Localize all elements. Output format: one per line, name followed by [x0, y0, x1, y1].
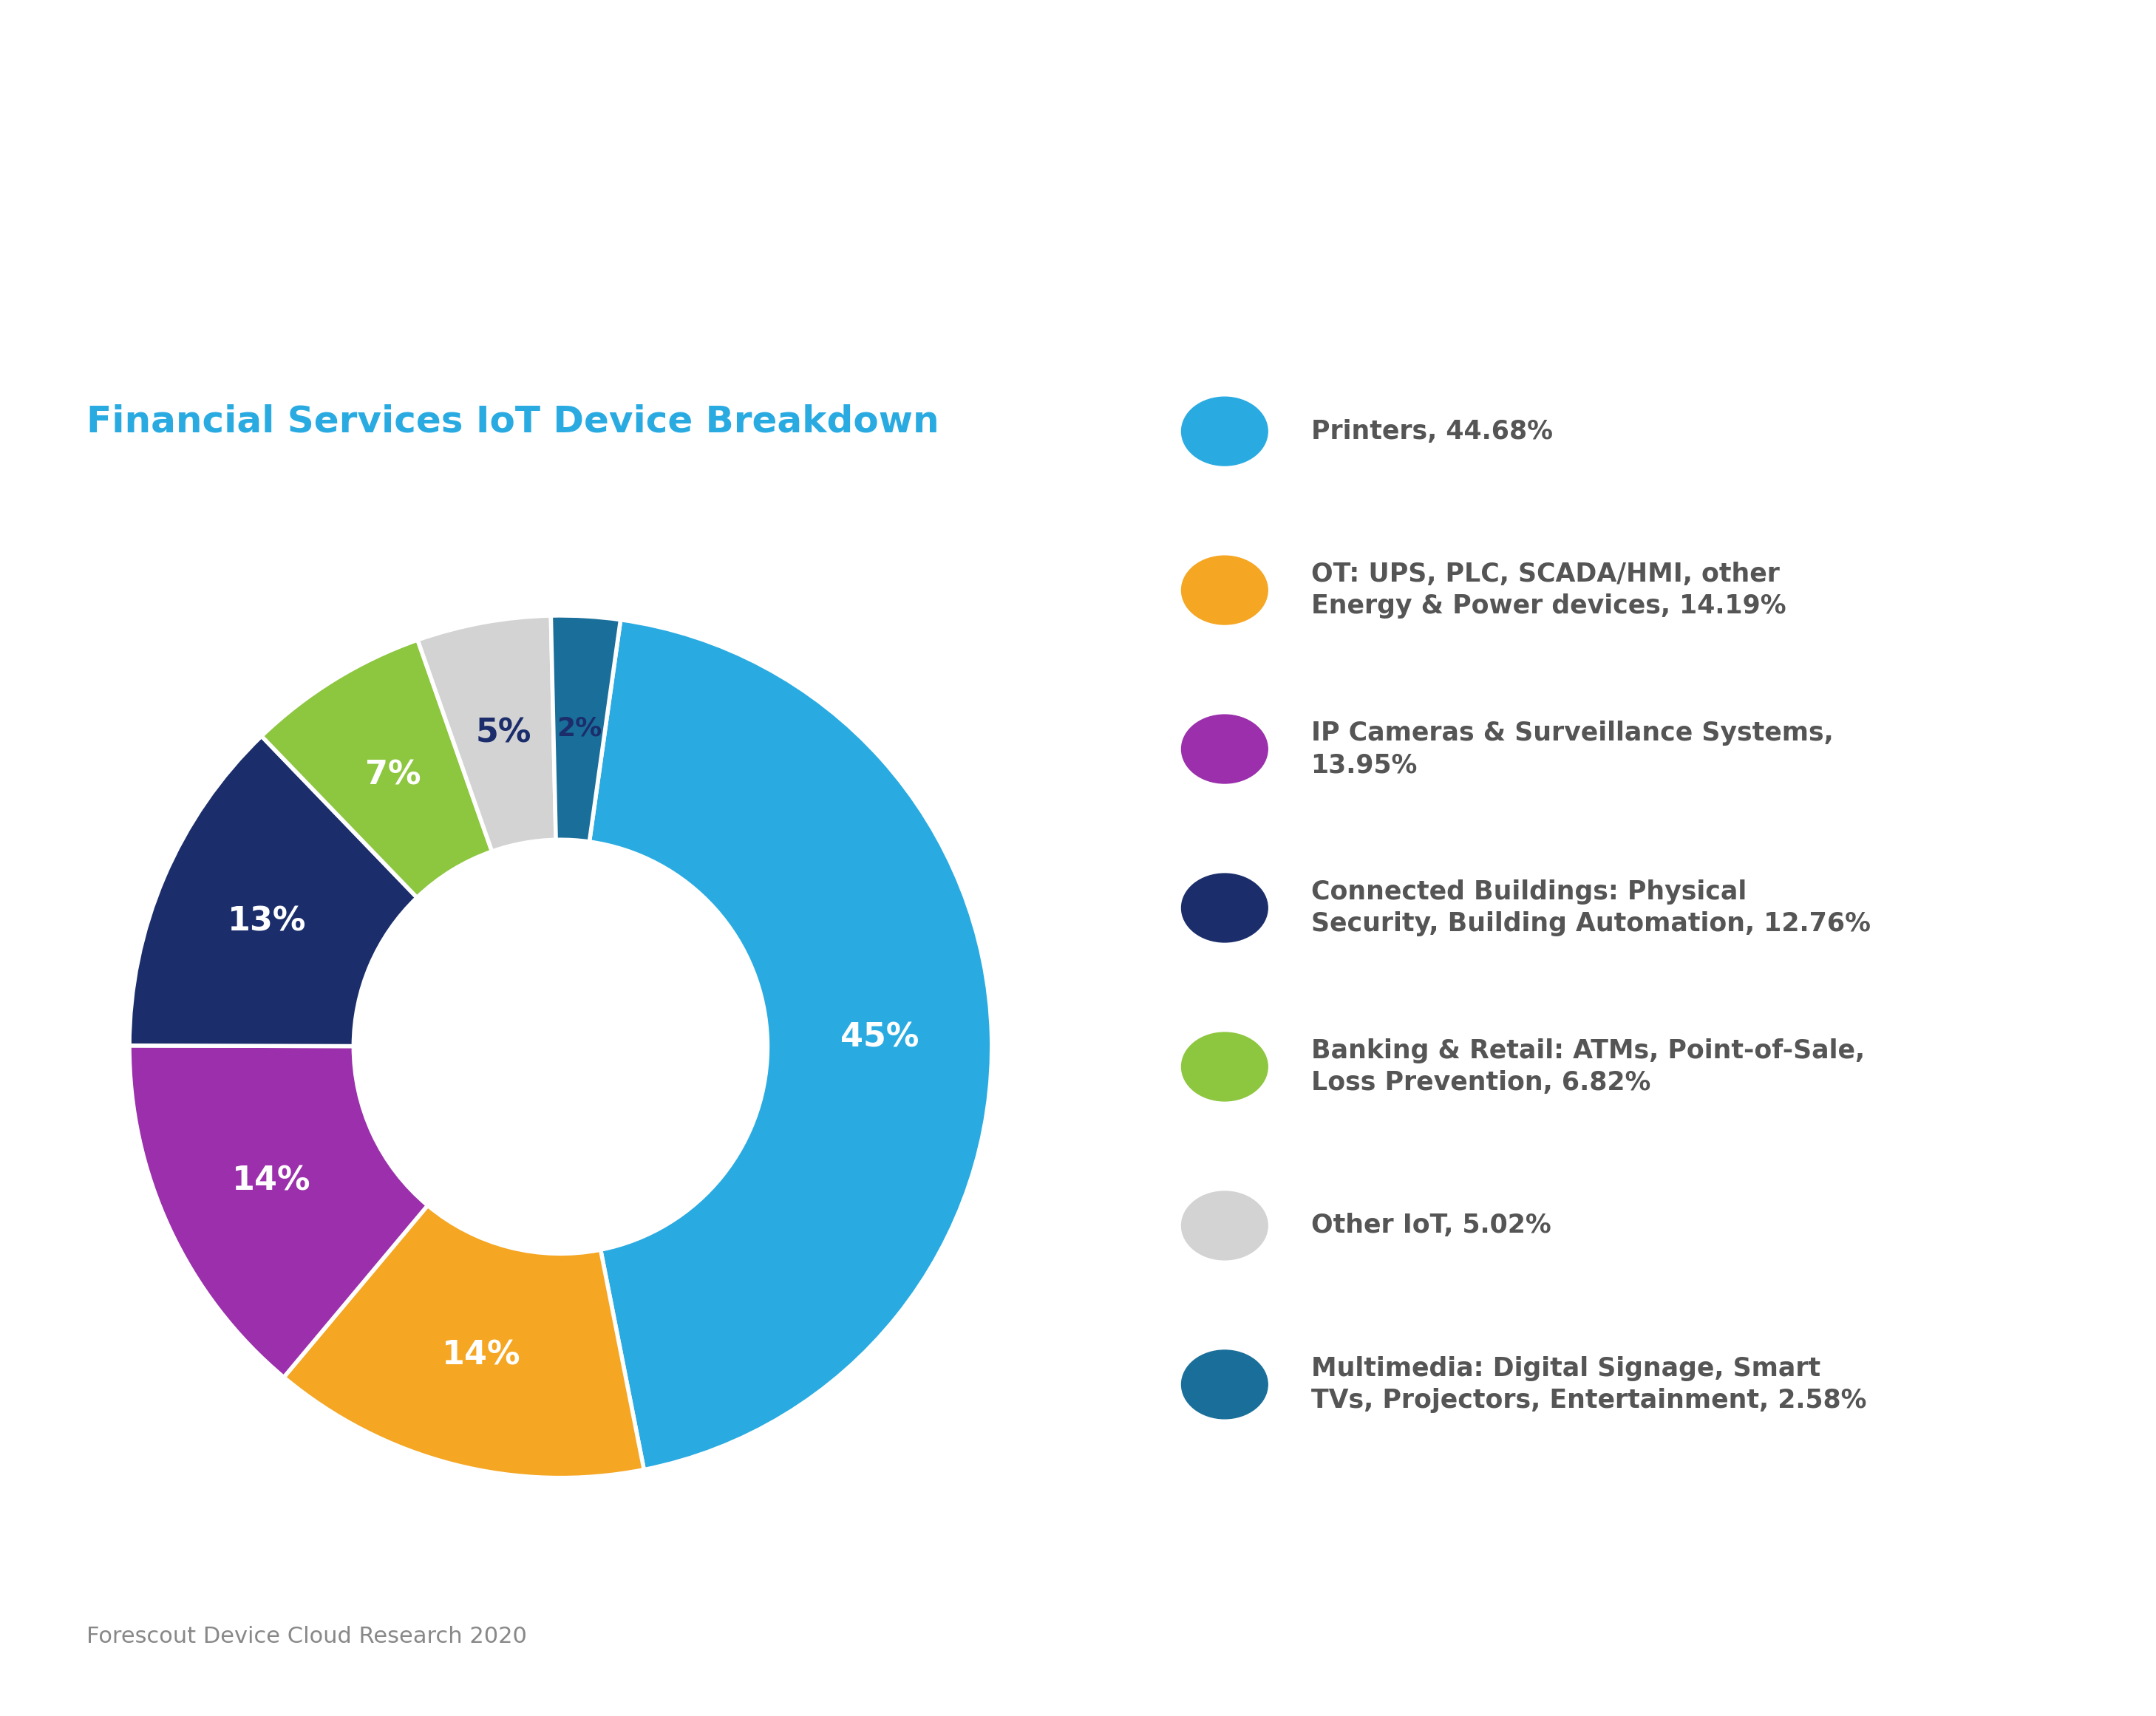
Wedge shape — [285, 1205, 645, 1477]
Text: Printers, 44.68%: Printers, 44.68% — [1311, 419, 1552, 444]
Text: 5%: 5% — [476, 717, 530, 748]
Wedge shape — [552, 616, 621, 843]
Text: 14%: 14% — [442, 1340, 520, 1371]
Text: Connected Buildings: Physical
Security, Building Automation, 12.76%: Connected Buildings: Physical Security, … — [1311, 879, 1871, 937]
Text: Financial Services IoT Device Breakdown: Financial Services IoT Device Breakdown — [86, 403, 938, 439]
Text: Forescout Device Cloud Research 2020: Forescout Device Cloud Research 2020 — [86, 1627, 526, 1647]
Text: Banking & Retail: ATMs, Point-of-Sale,
Loss Prevention, 6.82%: Banking & Retail: ATMs, Point-of-Sale, L… — [1311, 1038, 1865, 1095]
Text: OT: UPS, PLC, SCADA/HMI, other
Energy & Power devices, 14.19%: OT: UPS, PLC, SCADA/HMI, other Energy & … — [1311, 561, 1785, 619]
Text: Nearly 45% of all IoT devices within financial services
are printers, followed b: Nearly 45% of all IoT devices within fin… — [86, 108, 1580, 227]
Text: 7%: 7% — [364, 758, 420, 791]
Text: Other IoT, 5.02%: Other IoT, 5.02% — [1311, 1213, 1550, 1239]
Wedge shape — [418, 616, 556, 851]
Text: 45%: 45% — [841, 1023, 918, 1054]
Text: IP Cameras & Surveillance Systems,
13.95%: IP Cameras & Surveillance Systems, 13.95… — [1311, 721, 1833, 777]
Wedge shape — [589, 619, 992, 1469]
Wedge shape — [129, 736, 416, 1047]
Text: 2%: 2% — [556, 716, 602, 741]
Text: 14%: 14% — [233, 1165, 310, 1198]
Wedge shape — [261, 640, 492, 897]
Wedge shape — [129, 1045, 427, 1378]
Text: 13%: 13% — [229, 906, 306, 937]
Text: Multimedia: Digital Signage, Smart
TVs, Projectors, Entertainment, 2.58%: Multimedia: Digital Signage, Smart TVs, … — [1311, 1356, 1867, 1412]
